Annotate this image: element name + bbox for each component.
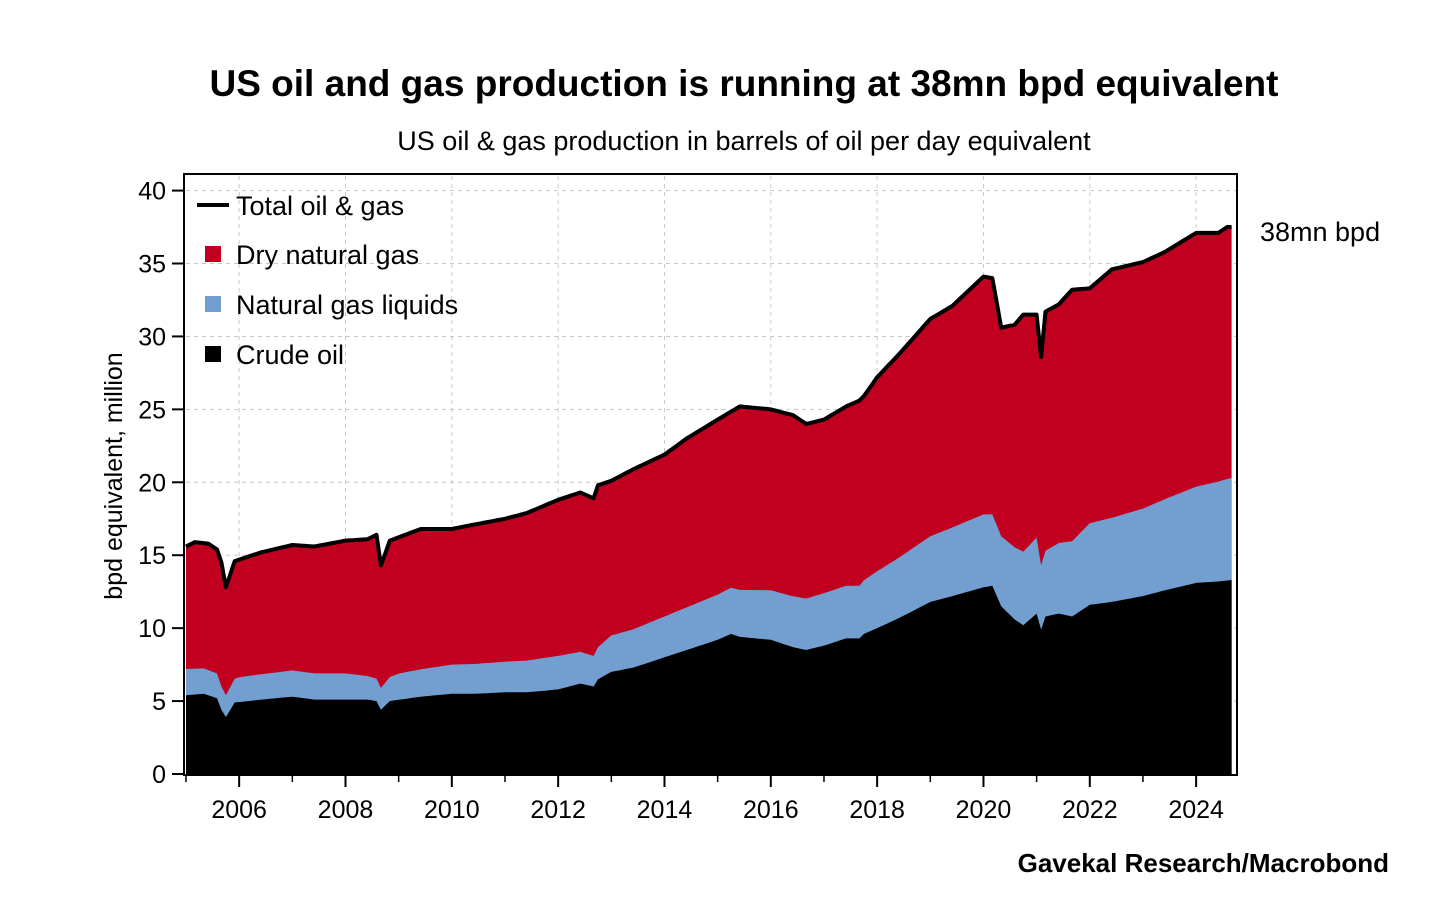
y-tick-label: 35: [138, 251, 166, 279]
x-tick-label: 2010: [424, 796, 480, 824]
y-tick-label: 20: [138, 469, 166, 497]
y-tick-label: 15: [138, 542, 166, 570]
y-tick-label: 40: [138, 178, 166, 206]
x-tick-label: 2006: [211, 796, 267, 824]
y-tick-label: 0: [152, 761, 166, 789]
y-tick-label: 30: [138, 323, 166, 351]
y-axis-label: bpd equivalent, million: [100, 352, 128, 599]
y-tick-label: 5: [152, 688, 166, 716]
x-tick-label: 2014: [637, 796, 693, 824]
x-tick-label: 2008: [318, 796, 374, 824]
legend-swatch-crude-oil: [205, 346, 221, 362]
y-tick-label: 25: [138, 396, 166, 424]
end-value-annotation: 38mn bpd: [1260, 217, 1380, 247]
y-tick-label: 10: [138, 615, 166, 643]
x-axis: 2006 2008 2010 2012 2014 2016 2018 2020 2022 2024: [185, 775, 1224, 824]
chart-title: US oil and gas production is running at …: [210, 63, 1279, 104]
legend-swatch-dry-natural-gas: [205, 246, 221, 262]
legend-label-total: Total oil & gas: [236, 191, 404, 221]
legend-label-natural-gas-liquids: Natural gas liquids: [236, 290, 458, 320]
x-tick-label: 2022: [1062, 796, 1118, 824]
total-oil-gas-line: [185, 225, 1232, 590]
chart-subtitle: US oil & gas production in barrels of oi…: [397, 126, 1091, 156]
x-tick-label: 2020: [956, 796, 1012, 824]
x-tick-label: 2018: [849, 796, 905, 824]
legend-swatch-natural-gas-liquids: [205, 296, 221, 312]
legend-label-dry-natural-gas: Dry natural gas: [236, 240, 419, 270]
plot-area: [185, 225, 1232, 774]
crude-oil-area: [186, 580, 1232, 774]
legend: Total oil & gas Dry natural gas Natural …: [197, 191, 458, 370]
source-label: Gavekal Research/Macrobond: [1018, 848, 1389, 878]
x-tick-label: 2024: [1168, 796, 1224, 824]
x-tick-label: 2016: [743, 796, 799, 824]
legend-label-crude-oil: Crude oil: [236, 340, 344, 370]
plot-frame: [183, 173, 1238, 776]
y-axis: 0 5 10 15 20 25 30 35 40: [138, 178, 184, 789]
x-tick-label: 2012: [530, 796, 586, 824]
